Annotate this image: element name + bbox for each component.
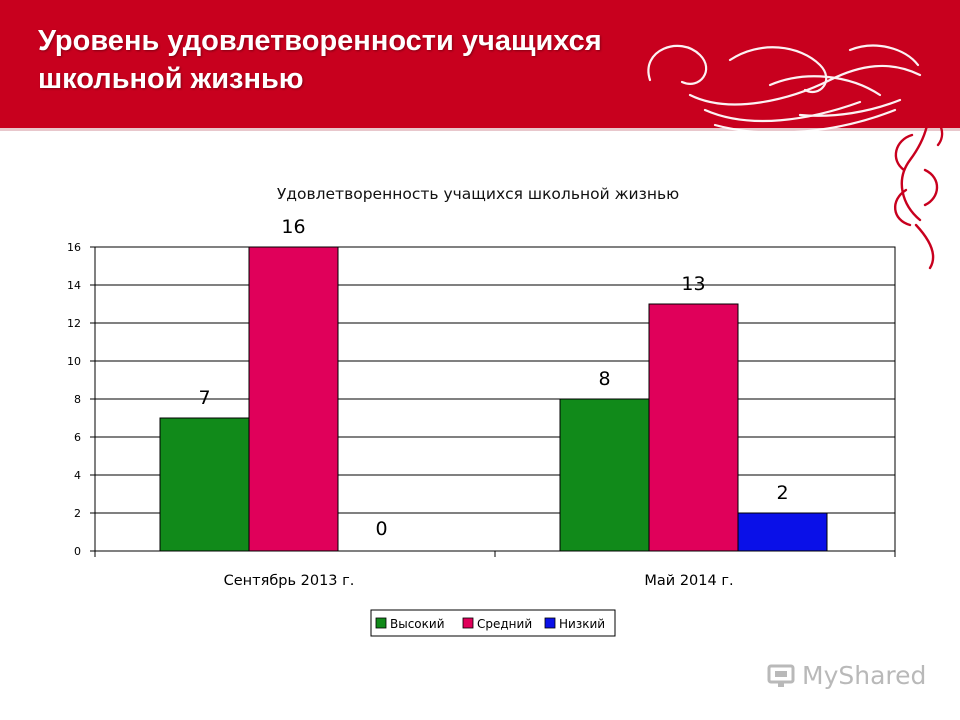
y-tick-label: 2: [74, 507, 81, 520]
data-label: 16: [281, 216, 305, 238]
watermark-brand: MyShared: [802, 660, 927, 690]
data-label: 13: [681, 273, 705, 295]
y-tick-label: 12: [67, 317, 81, 330]
bar: [737, 512, 828, 552]
slide-title-line-2: школьной жизнью: [38, 63, 304, 95]
bar: [559, 398, 650, 552]
legend-box: [370, 609, 616, 637]
y-tick-label: 4: [74, 469, 81, 482]
slide-title-line-1: Уровень удовлетворенности учащихся: [38, 25, 602, 57]
y-tick-label: 6: [74, 431, 81, 444]
legend: Высокий Средний Низкий: [370, 609, 616, 637]
x-category-label: Сентябрь 2013 г.: [224, 573, 355, 589]
bars: [159, 246, 828, 552]
data-label: 8: [598, 368, 610, 390]
data-label: 2: [776, 482, 788, 504]
y-tick-label: 16: [67, 241, 81, 254]
legend-label: Низкий: [559, 617, 605, 631]
y-tick-label: 8: [74, 393, 81, 406]
y-tick-label: 10: [67, 355, 81, 368]
chart-title: Удовлетворенность учащихся школьной жизн…: [277, 185, 679, 203]
decorative-swirl-ornament: [647, 44, 944, 270]
data-label: 7: [198, 387, 210, 409]
legend-swatch: [375, 617, 387, 629]
watermark: MyShared: [766, 655, 926, 695]
legend-label: Высокий: [390, 617, 445, 631]
y-tick-label: 14: [67, 279, 81, 292]
bar: [248, 246, 339, 552]
myshared-logo-icon: [767, 664, 795, 687]
legend-swatch: [462, 617, 474, 629]
slide-header: Уровень удовлетворенности учащихся школь…: [0, 0, 960, 270]
slide-title: Уровень удовлетворенности учащихся школь…: [38, 22, 678, 98]
data-labels: 7 16 0 8 13 2: [198, 216, 788, 540]
bar: [648, 303, 739, 552]
x-category-label: Май 2014 г.: [644, 573, 733, 589]
axes: 0 2 4 6 8 10 12 14 16 Сентябрь 2013 г. Май 2014 г.: [67, 241, 896, 589]
data-label: 0: [375, 518, 387, 540]
legend-label: Средний: [477, 617, 532, 631]
legend-swatch: [544, 617, 556, 629]
y-tick-label: 0: [74, 545, 81, 558]
bar: [159, 417, 250, 552]
